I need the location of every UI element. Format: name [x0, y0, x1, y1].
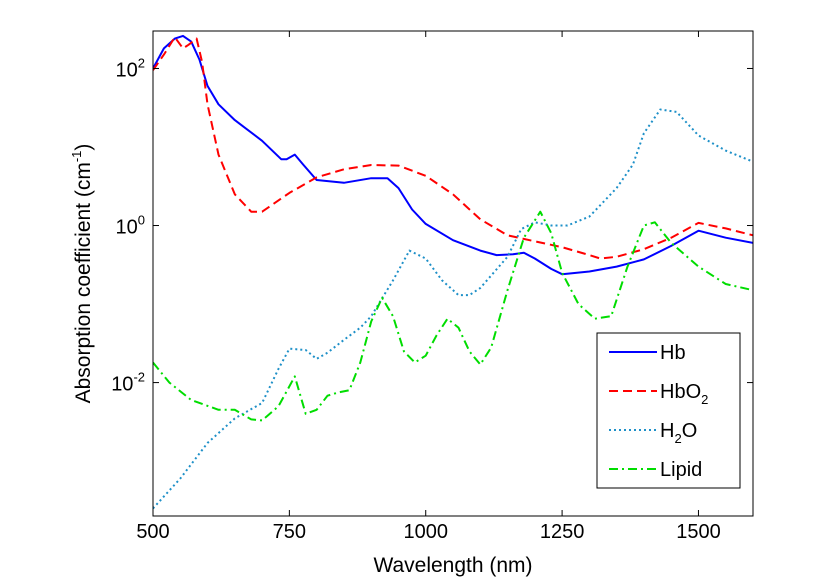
legend-box — [596, 332, 741, 489]
legend-label-hb: Hb — [660, 342, 686, 364]
y-tick-label: 102 — [116, 55, 145, 81]
series-layer — [153, 34, 753, 510]
tick-layer: 500 750 1000 1250 1500 102 100 10-2 — [111, 31, 753, 543]
axis-title-layer: Wavelength (nm) Absorption coefficient (c… — [69, 144, 533, 577]
x-tick-label: 750 — [273, 521, 306, 543]
series-line-hb — [153, 34, 753, 276]
x-tick-label: 1000 — [403, 521, 448, 543]
x-axis-title: Wavelength (nm) — [373, 554, 532, 577]
y-axis-title: Absorption coefficient (cm-1) — [69, 144, 95, 404]
x-tick-label: 1250 — [540, 521, 585, 543]
series-line-lipid — [153, 210, 753, 422]
x-tick-label: 500 — [136, 521, 169, 543]
x-tick-label: 1500 — [676, 521, 721, 543]
series-line-h2o — [153, 108, 753, 510]
y-tick-label: 100 — [116, 213, 145, 239]
y-tick-label: 10-2 — [111, 370, 145, 396]
legend: Hb HbO2 H2O Lipid — [596, 332, 741, 489]
series-line-hbo2 — [153, 36, 753, 260]
legend-label-h2o: H2O — [660, 420, 697, 446]
legend-label-lipid: Lipid — [660, 459, 702, 481]
plot-frame — [152, 30, 754, 517]
legend-label-hbo2: HbO2 — [660, 381, 708, 407]
